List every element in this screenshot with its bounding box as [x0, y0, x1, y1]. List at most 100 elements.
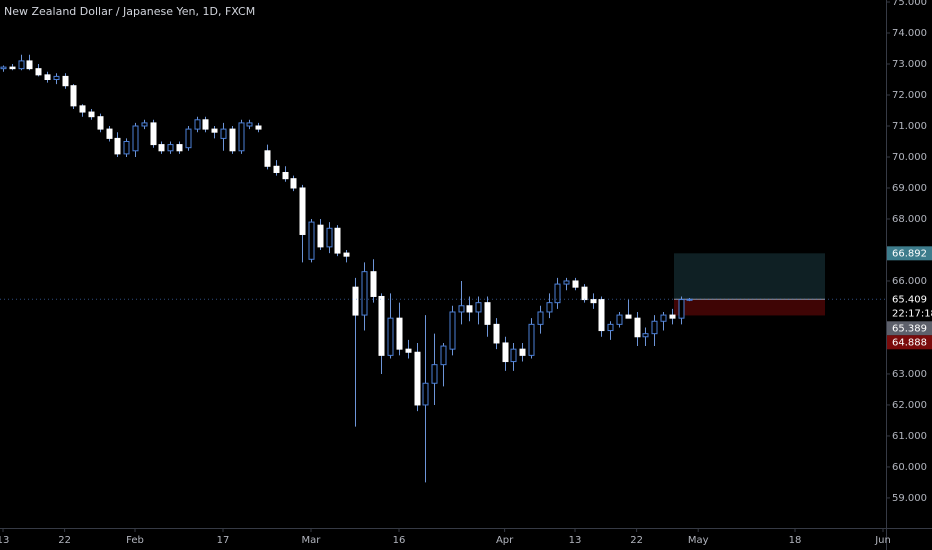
y-tick-label: 69.000: [892, 183, 927, 194]
x-tick-label: Jun: [874, 535, 891, 546]
candle-body: [141, 122, 148, 127]
last-price: 65.409: [892, 294, 927, 305]
chart-title: New Zealand Dollar / Japanese Yen, 1D, F…: [4, 5, 255, 18]
candle-body: [554, 283, 561, 304]
candle-body: [264, 150, 271, 167]
candle-body: [634, 317, 641, 338]
candle-body: [9, 66, 16, 70]
y-tick-label: 66.000: [892, 276, 927, 287]
candle-body: [563, 280, 570, 285]
candle-body: [378, 295, 385, 356]
candle-body: [176, 144, 183, 152]
candle-body: [326, 227, 333, 248]
candle-body: [660, 314, 667, 322]
candle-body: [651, 320, 658, 335]
candle-body: [414, 351, 421, 406]
candle-body: [308, 221, 315, 260]
candle-body: [370, 271, 377, 297]
candle-body: [132, 125, 139, 152]
candle-body: [581, 286, 588, 301]
candle-body: [35, 68, 42, 76]
profit-zone: [674, 253, 825, 300]
x-tick-label: 13: [0, 535, 9, 546]
candle-body: [510, 348, 517, 363]
candle-body: [598, 299, 605, 332]
candle-body: [106, 128, 113, 139]
candle-body: [273, 165, 280, 173]
candle-body: [70, 85, 77, 107]
candle-body: [282, 171, 289, 180]
candle-body: [361, 271, 368, 316]
candle-body: [590, 299, 597, 304]
candle-body: [387, 317, 394, 356]
candle-body: [493, 323, 500, 344]
y-tick-label: 62.000: [892, 400, 927, 411]
candle-body: [475, 302, 482, 313]
candle-body: [202, 119, 209, 130]
candle-body: [255, 125, 262, 130]
candle-body: [537, 311, 544, 325]
x-tick-label: Feb: [126, 535, 144, 546]
y-tick-label: 72.000: [892, 90, 927, 101]
candle-body: [62, 75, 69, 87]
candle-body: [669, 314, 676, 319]
candle-body: [352, 286, 359, 316]
y-tick-label: 74.000: [892, 28, 927, 39]
stop-price: 64.888: [892, 337, 927, 348]
candle-body: [53, 75, 60, 81]
candle-body: [185, 128, 192, 149]
x-tick-label: 18: [789, 535, 802, 546]
candle-body: [343, 252, 350, 257]
bid-price-bg: [887, 321, 932, 336]
candle-body: [607, 323, 614, 332]
candle-body: [502, 342, 509, 363]
x-tick-label: May: [688, 535, 709, 546]
candle-body: [299, 187, 306, 235]
candle-body: [642, 333, 649, 338]
y-tick-label: 60.000: [892, 462, 927, 473]
candle-body: [167, 144, 174, 152]
candle-body: [79, 105, 86, 113]
bid-price: 65.389: [892, 323, 927, 334]
candle-body: [528, 323, 535, 356]
candle-body: [431, 364, 438, 384]
target-price: 66.892: [892, 248, 927, 259]
candle-body: [114, 137, 121, 155]
candle-body: [572, 280, 579, 288]
candle-body: [238, 122, 245, 152]
candle-body: [158, 144, 165, 152]
y-tick-label: 63.000: [892, 369, 927, 380]
y-tick-label: 68.000: [892, 214, 927, 225]
candle-body: [229, 128, 236, 152]
y-tick-label: 59.000: [892, 493, 927, 504]
candle-body: [519, 348, 526, 356]
candle-body: [220, 128, 227, 139]
candle-body: [44, 74, 51, 81]
candle-body: [88, 111, 95, 118]
candle-body: [449, 311, 456, 350]
candle-body: [440, 345, 447, 366]
stop-price-bg: [887, 335, 932, 350]
y-tick-label: 70.000: [892, 152, 927, 163]
y-tick-label: 71.000: [892, 121, 927, 132]
y-tick-label: 75.000: [892, 0, 927, 8]
y-tick-label: 73.000: [892, 59, 927, 70]
candle-body: [625, 314, 632, 319]
candle-body: [123, 140, 130, 155]
x-tick-label: 17: [217, 535, 230, 546]
candle-body: [246, 122, 253, 127]
candle-body: [396, 317, 403, 350]
x-tick-label: 16: [393, 535, 406, 546]
loss-zone: [674, 299, 825, 316]
target-price-bg: [887, 246, 932, 261]
candle-body: [0, 66, 7, 70]
x-tick-label: 13: [569, 535, 582, 546]
candle-body: [290, 178, 297, 189]
candle-body: [317, 224, 324, 248]
candle-body: [405, 348, 412, 353]
candle-body: [686, 298, 693, 301]
countdown: 22:17:18: [892, 308, 932, 319]
x-tick-label: 22: [630, 535, 643, 546]
